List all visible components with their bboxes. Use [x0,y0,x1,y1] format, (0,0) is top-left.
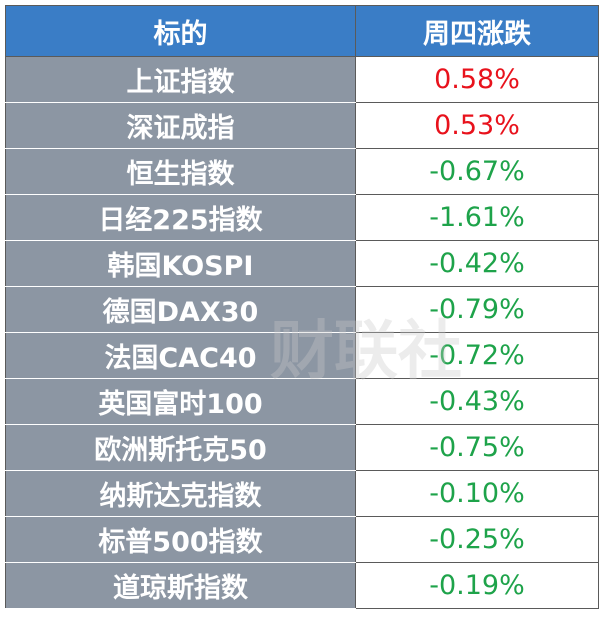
index-change: 0.53% [355,102,599,149]
index-name: 欧洲斯托克50 [5,424,356,471]
index-change: -0.75% [355,424,599,471]
index-name: 法国CAC40 [5,332,356,379]
table-row: 道琼斯指数 -0.19% [5,562,599,609]
index-name: 深证成指 [5,102,356,149]
table-row: 欧洲斯托克50 -0.75% [5,424,599,471]
index-name: 纳斯达克指数 [5,470,356,517]
index-change: -0.42% [355,240,599,287]
table-row: 恒生指数 -0.67% [5,148,599,195]
index-change: -0.43% [355,378,599,425]
index-name: 道琼斯指数 [5,562,356,609]
index-change: -0.72% [355,332,599,379]
index-change: 0.58% [355,56,599,103]
index-name: 恒生指数 [5,148,356,195]
table-row: 韩国KOSPI -0.42% [5,240,599,287]
index-change: -0.19% [355,562,599,609]
table-row: 上证指数 0.58% [5,56,599,103]
header-cell: 周四涨跌 [355,5,599,57]
index-change: -0.79% [355,286,599,333]
index-name: 上证指数 [5,56,356,103]
table-row: 标普500指数 -0.25% [5,516,599,563]
index-change: -1.61% [355,194,599,241]
table-row: 日经225指数 -1.61% [5,194,599,241]
table-row: 纳斯达克指数 -0.10% [5,470,599,517]
table-row: 英国富时100 -0.43% [5,378,599,425]
index-change: -0.67% [355,148,599,195]
index-name: 标普500指数 [5,516,356,563]
index-name: 英国富时100 [5,378,356,425]
index-name: 韩国KOSPI [5,240,356,287]
index-name: 日经225指数 [5,194,356,241]
table-row: 德国DAX30 -0.79% [5,286,599,333]
table-row: 深证成指 0.53% [5,102,599,149]
table-row: 法国CAC40 -0.72% [5,332,599,379]
index-change: -0.25% [355,516,599,563]
index-table: 标的 周四涨跌 上证指数 0.58% 深证成指 0.53% 恒生指数 -0.67% 日经22… [5,5,599,609]
index-change: -0.10% [355,470,599,517]
header-cell: 标的 [5,5,356,57]
header-row: 标的 周四涨跌 [5,5,599,57]
index-name: 德国DAX30 [5,286,356,333]
